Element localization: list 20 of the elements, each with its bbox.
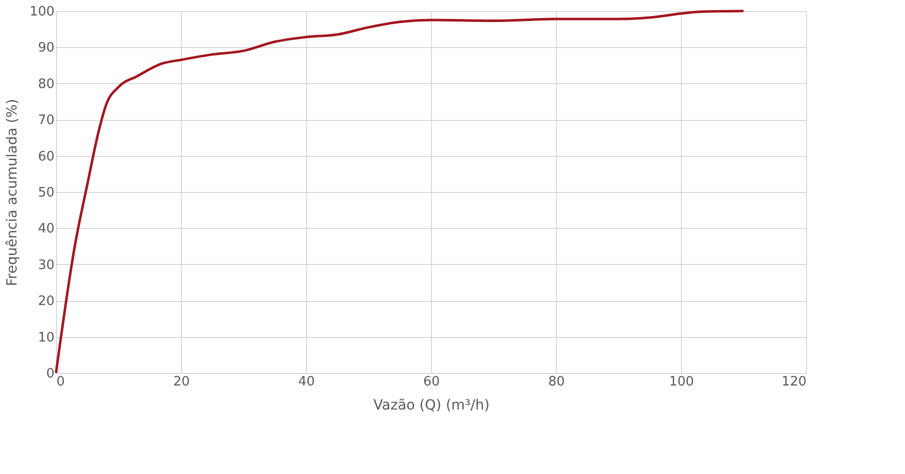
x-tick-label: 60 xyxy=(423,374,440,390)
y-tick-label: 70 xyxy=(38,113,54,128)
x-tick-label: 120 xyxy=(782,374,806,390)
y-tick-label: 10 xyxy=(38,330,54,346)
y-tick-label: 30 xyxy=(38,258,54,273)
y-axis-title: Frequência acumulada (%) xyxy=(4,98,21,286)
y-tick-label: 100 xyxy=(30,4,54,20)
y-tick-label: 60 xyxy=(38,149,54,164)
y-tick-label: 80 xyxy=(38,76,54,92)
y-tick-label: 90 xyxy=(38,40,54,56)
x-tick-label: 20 xyxy=(173,374,190,390)
y-tick-label: 20 xyxy=(38,294,54,310)
line-series xyxy=(54,10,745,374)
x-tick-label: 80 xyxy=(548,374,565,390)
x-tick-label: 100 xyxy=(669,374,694,390)
y-tick-label: 50 xyxy=(38,186,54,200)
x-tick-label: 0 xyxy=(56,374,65,390)
y-tick-label: 40 xyxy=(38,222,54,237)
x-tick-label: 40 xyxy=(298,374,315,390)
x-axis-title: Vazão (Q) (m³/h) xyxy=(373,398,490,414)
